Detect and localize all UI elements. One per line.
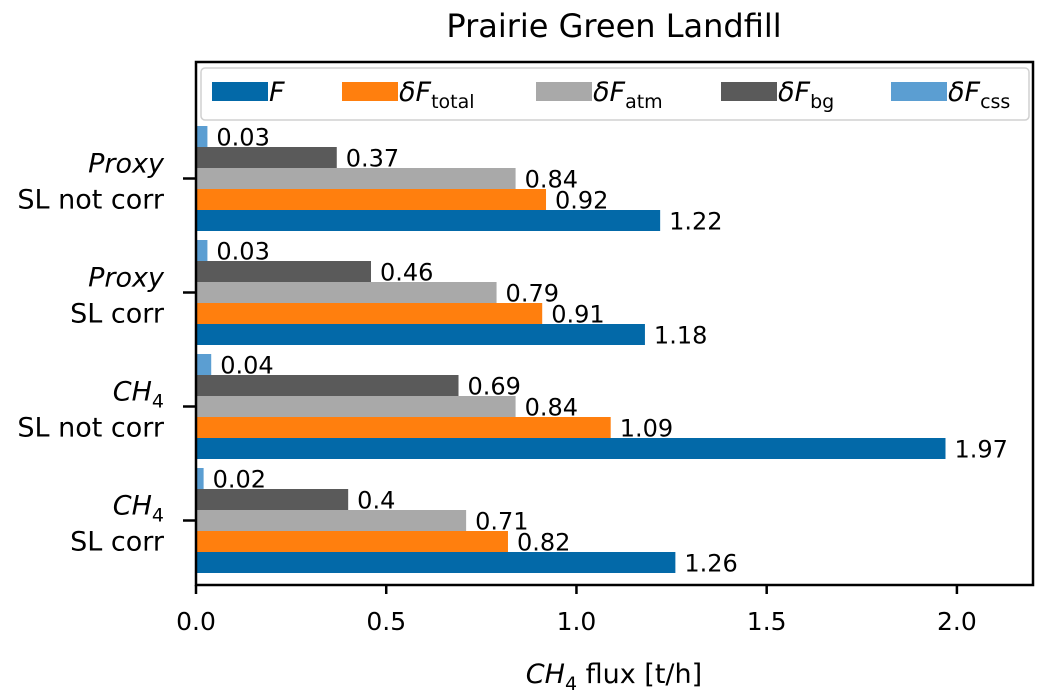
legend-swatch-F: [212, 82, 268, 101]
bar-F-cat2: [196, 438, 946, 459]
bar-bg-cat2: [196, 375, 459, 396]
data-label: 0.37: [346, 145, 399, 173]
legend-swatch-css: [891, 82, 947, 101]
bar-F-cat0: [196, 210, 661, 231]
data-labels-layer: 1.220.920.840.370.031.180.910.790.460.03…: [213, 124, 1008, 578]
legend-label-atm: δFatm: [593, 77, 663, 113]
legend-swatch-total: [342, 82, 398, 101]
axes-layer: 0.0 0.5 1.0 1.5 2.0 Proxy SL not corr Proxy SL c…: [17, 60, 1035, 636]
plot-frame: [194, 60, 1035, 587]
y-tick-label-line1: CH4: [113, 491, 164, 527]
y-tick-label-line2: SL corr: [70, 527, 165, 558]
bar-bg-cat1: [196, 261, 372, 282]
data-label: 1.22: [669, 208, 722, 236]
legend-box: [200, 67, 1030, 121]
data-label: 1.26: [684, 550, 737, 578]
legend-label-total: δFtotal: [399, 77, 475, 113]
x-tick-label: 1.5: [747, 607, 787, 636]
legend-swatch-bg: [721, 82, 777, 101]
legend-label-F: F: [269, 77, 285, 108]
bars-layer: [196, 126, 946, 573]
y-tick-label-line1: Proxy: [88, 263, 165, 294]
bar-total-cat2: [196, 417, 611, 438]
x-tick-label: 0.0: [176, 607, 216, 636]
data-label: 0.84: [525, 394, 578, 422]
data-label: 0.02: [213, 466, 266, 494]
data-label: 0.92: [555, 187, 608, 215]
x-tick-label: 1.0: [557, 607, 597, 636]
data-label: 0.79: [506, 280, 559, 308]
data-label: 1.09: [620, 415, 673, 443]
y-tick-label-line1: Proxy: [88, 149, 165, 180]
data-label: 0.4: [357, 487, 395, 515]
data-label: 0.03: [216, 124, 269, 152]
bar-css-cat2: [196, 354, 212, 375]
bar-atm-cat0: [196, 168, 516, 189]
data-label: 0.03: [216, 238, 269, 266]
y-tick-label-line2: SL corr: [70, 299, 165, 330]
data-label: 0.71: [475, 508, 528, 536]
data-label: 0.91: [551, 301, 604, 329]
data-label: 0.46: [380, 259, 433, 287]
x-tick-label: 0.5: [366, 607, 406, 636]
bar-atm-cat1: [196, 282, 497, 303]
data-label: 0.84: [525, 166, 578, 194]
bar-F-cat1: [196, 324, 645, 345]
bar-total-cat0: [196, 189, 547, 210]
bar-total-cat3: [196, 531, 508, 552]
legend-label-css: δFcss: [948, 77, 1010, 113]
y-tick-label-line2: SL not corr: [17, 413, 165, 444]
data-label: 0.69: [468, 373, 521, 401]
data-label: 0.82: [517, 529, 570, 557]
data-label: 0.04: [220, 352, 273, 380]
data-label: 1.97: [954, 436, 1007, 464]
x-axis-label: CH4 flux [t/h]: [526, 659, 702, 695]
y-tick-label-line1: CH4: [113, 377, 164, 413]
bar-css-cat0: [196, 126, 208, 147]
bar-css-cat1: [196, 240, 208, 261]
bar-total-cat1: [196, 303, 543, 324]
bar-bg-cat0: [196, 147, 337, 168]
bar-css-cat3: [196, 468, 204, 489]
bar-atm-cat3: [196, 510, 467, 531]
x-tick-label: 2.0: [937, 607, 977, 636]
y-tick-label-line2: SL not corr: [17, 185, 165, 216]
bar-bg-cat3: [196, 489, 349, 510]
legend-label-bg: δFbg: [778, 77, 834, 113]
bar-atm-cat2: [196, 396, 516, 417]
data-label: 1.18: [654, 322, 707, 350]
legend-swatch-atm: [536, 82, 592, 101]
chart-title: Prairie Green Landfill: [446, 7, 781, 45]
bar-F-cat3: [196, 552, 676, 573]
